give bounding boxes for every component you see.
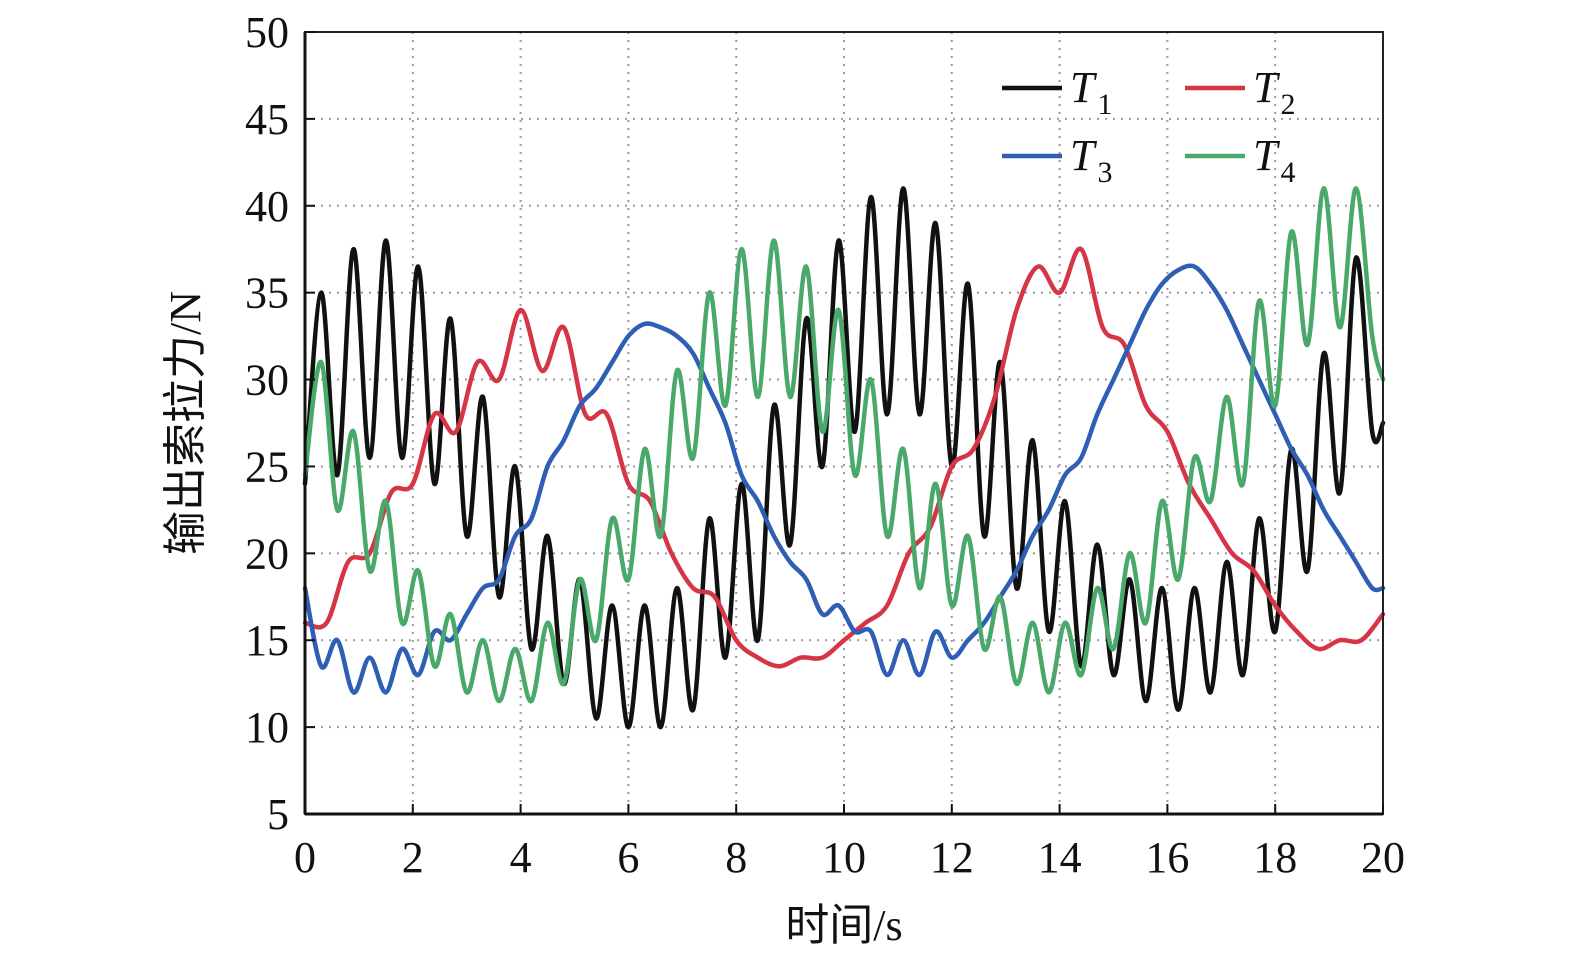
series-line-T2 (302, 246, 1386, 669)
series-lines (302, 186, 1386, 730)
series-line-T3 (302, 263, 1386, 695)
x-tick-label: 10 (822, 833, 866, 882)
x-tick-label: 6 (617, 833, 639, 882)
x-tick-label: 4 (510, 833, 532, 882)
y-tick-label: 50 (245, 8, 289, 57)
x-tick-label: 12 (930, 833, 974, 882)
legend: T 1 T 2 T 3 T 4 (1002, 63, 1295, 189)
legend-subscript: 3 (1097, 156, 1112, 189)
series-line-T1 (302, 186, 1386, 730)
x-tick-label: 18 (1253, 833, 1297, 882)
y-axis-title: 输出索拉力/N (161, 291, 210, 555)
y-tick-label: 20 (245, 529, 289, 578)
y-tick-label: 40 (245, 182, 289, 231)
legend-subscript: 2 (1280, 88, 1295, 121)
x-axis-ticks: 0 2 4 6 8 10 12 14 16 18 20 (294, 804, 1405, 882)
x-tick-label: 16 (1145, 833, 1189, 882)
y-tick-label: 25 (245, 442, 289, 491)
y-tick-label: 30 (245, 356, 289, 405)
y-tick-label: 35 (245, 269, 289, 318)
y-tick-label: 45 (245, 95, 289, 144)
y-tick-label: 10 (245, 703, 289, 752)
x-tick-label: 0 (294, 833, 316, 882)
y-axis-ticks: 5 10 15 20 25 30 35 40 45 50 (245, 8, 315, 839)
x-tick-label: 14 (1038, 833, 1082, 882)
x-tick-label: 2 (402, 833, 424, 882)
x-axis-title: 时间/s (785, 901, 902, 950)
x-tick-label: 20 (1361, 833, 1405, 882)
legend-subscript: 4 (1280, 156, 1295, 189)
legend-subscript: 1 (1097, 88, 1112, 121)
y-tick-label: 15 (245, 616, 289, 665)
x-tick-label: 8 (725, 833, 747, 882)
y-tick-label: 5 (267, 790, 289, 839)
series-line-T4 (302, 186, 1386, 704)
